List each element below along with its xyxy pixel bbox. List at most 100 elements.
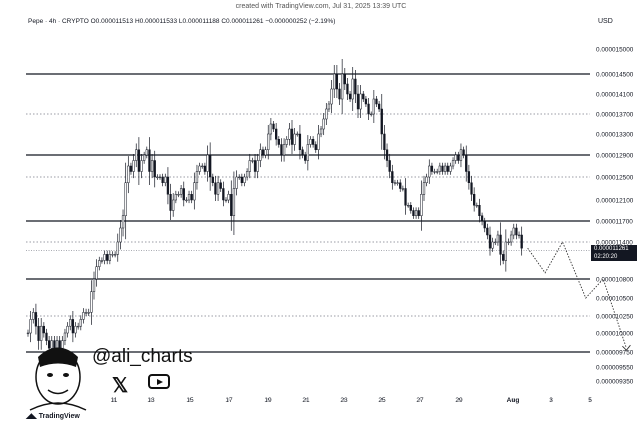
candle-body-179 xyxy=(499,234,502,255)
candle-body-186 xyxy=(517,234,521,237)
candle-body-152 xyxy=(428,165,431,178)
candle-body-66 xyxy=(201,165,204,168)
candle-body-183 xyxy=(509,234,513,243)
candlestick-series xyxy=(26,59,523,353)
candle-body-76 xyxy=(227,194,230,201)
candle-body-153 xyxy=(430,165,434,172)
candle-body-89 xyxy=(261,149,265,156)
candle-body-58 xyxy=(179,188,183,195)
candle-body-124 xyxy=(354,78,357,95)
candle-body-176 xyxy=(491,241,494,249)
price-tick-1: 0.000014500 xyxy=(596,72,634,79)
candle-body-134 xyxy=(380,108,383,135)
candle-body-114 xyxy=(327,103,331,110)
candle-body-143 xyxy=(404,188,407,206)
candle-body-169 xyxy=(473,194,476,206)
candle-body-47 xyxy=(150,160,154,172)
candle-body-128 xyxy=(364,98,368,105)
candle-body-135 xyxy=(383,133,386,150)
candle-body-72 xyxy=(216,182,220,195)
candle-body-181 xyxy=(504,241,507,261)
candle-body-15 xyxy=(66,325,69,334)
candle-body-84 xyxy=(248,160,251,172)
candle-body-3 xyxy=(34,312,38,327)
time-tick-2: 15 xyxy=(186,397,194,404)
tradingview-logo-icon: ◢◣ xyxy=(26,413,39,420)
candle-body-37 xyxy=(124,182,127,216)
candle-body-136 xyxy=(385,149,389,161)
author-handle: @ali_charts xyxy=(92,346,193,367)
candle-body-59 xyxy=(182,188,185,201)
projection-line xyxy=(527,240,627,349)
price-tick-7: 0.000012100 xyxy=(596,198,634,205)
candle-body-129 xyxy=(367,103,370,115)
candle-body-60 xyxy=(185,199,188,202)
candle-body-93 xyxy=(272,123,275,130)
candle-body-78 xyxy=(232,188,236,216)
candle-body-77 xyxy=(230,194,233,216)
candle-body-159 xyxy=(446,165,449,172)
candle-body-172 xyxy=(480,215,484,222)
candle-body-35 xyxy=(119,227,122,243)
candle-body-34 xyxy=(116,241,119,255)
candle-body-5 xyxy=(40,325,43,341)
candle-body-14 xyxy=(63,332,67,341)
candle-body-8 xyxy=(47,340,51,349)
candle-body-46 xyxy=(148,149,151,172)
candle-body-9 xyxy=(50,340,53,349)
candle-body-132 xyxy=(375,98,378,105)
candle-body-144 xyxy=(407,205,410,207)
candle-body-80 xyxy=(238,176,241,179)
candle-body-141 xyxy=(399,182,402,189)
candle-body-81 xyxy=(240,176,243,183)
candle-body-71 xyxy=(214,182,217,195)
candle-body-36 xyxy=(121,215,125,229)
time-tick-5: 21 xyxy=(302,397,310,404)
price-tick-3: 0.000013700 xyxy=(596,112,634,119)
candle-body-41 xyxy=(135,149,138,161)
candle-body-10 xyxy=(53,340,56,349)
candle-body-142 xyxy=(401,188,405,190)
support-resistance-levels xyxy=(26,73,590,353)
candle-body-39 xyxy=(129,165,133,172)
candle-body-97 xyxy=(282,144,286,156)
candle-body-52 xyxy=(164,176,167,183)
candle-body-31 xyxy=(108,254,111,261)
candle-body-168 xyxy=(470,182,473,195)
candle-body-103 xyxy=(298,133,302,150)
time-tick-4: 19 xyxy=(264,397,272,404)
candle-body-162 xyxy=(454,154,457,161)
candle-body-43 xyxy=(140,160,143,172)
candle-body-23 xyxy=(87,312,90,314)
candle-body-100 xyxy=(290,128,294,145)
candle-body-131 xyxy=(372,98,375,115)
candle-body-178 xyxy=(496,234,500,243)
time-tick-3: 17 xyxy=(225,397,233,404)
currency-label[interactable]: USD xyxy=(598,18,613,25)
price-tick-6: 0.000012500 xyxy=(596,175,634,182)
candle-body-138 xyxy=(391,171,394,183)
candle-body-82 xyxy=(243,176,246,183)
price-tick-12: 0.000010250 xyxy=(596,314,634,321)
created-caption: created with TradingView.com, Jul 31, 20… xyxy=(235,3,407,10)
candle-body-101 xyxy=(293,133,296,145)
candle-body-155 xyxy=(436,171,439,173)
candle-body-27 xyxy=(98,260,101,267)
time-tick-9: 29 xyxy=(455,397,463,404)
time-axis[interactable]: 11 13 15 17 19 21 23 25 27 29 Aug 3 5 xyxy=(111,397,593,404)
candle-body-108 xyxy=(311,139,315,145)
candle-body-45 xyxy=(145,149,148,156)
candle-body-165 xyxy=(462,149,465,156)
x-logo-icon: 𝕏 xyxy=(112,375,129,397)
candle-body-167 xyxy=(467,171,471,183)
candle-body-123 xyxy=(351,78,354,100)
time-tick-8: 27 xyxy=(416,397,424,404)
price-axis[interactable]: 0.000015000 0.000014500 0.000014100 0.00001… xyxy=(596,47,634,386)
candle-body-113 xyxy=(325,108,328,120)
candle-body-55 xyxy=(172,199,175,211)
candle-body-53 xyxy=(166,176,170,195)
candle-body-177 xyxy=(494,241,497,244)
candle-body-126 xyxy=(359,93,362,110)
candle-body-38 xyxy=(127,165,130,183)
